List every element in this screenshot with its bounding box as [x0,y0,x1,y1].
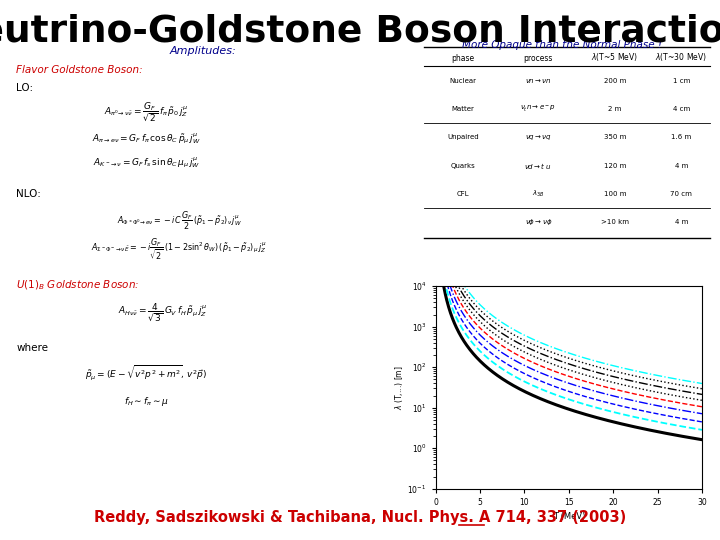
Text: where: where [17,343,48,353]
Text: $\nu n \to \nu n$: $\nu n \to \nu n$ [525,77,552,85]
Text: $U(1)_B$ Goldstone Boson:: $U(1)_B$ Goldstone Boson: [17,278,140,292]
Text: $A_{\Phi^\pm\Phi^0\!\to e\nu} = -iC\, \dfrac{G_F}{2}\, (\tilde{p}_1 - \tilde{p}_: $A_{\Phi^\pm\Phi^0\!\to e\nu} = -iC\, \d… [117,210,241,232]
Text: Matter: Matter [451,106,474,112]
Text: 70 cm: 70 cm [670,191,692,197]
X-axis label: T (MeV): T (MeV) [553,512,585,521]
Text: 120 m: 120 m [604,163,626,168]
Text: $\nu d \to t\; u$: $\nu d \to t\; u$ [524,160,552,171]
Text: NLO:: NLO: [17,190,41,199]
Text: Reddy, Sadszikowski & Tachibana, Nucl. Phys. A 714, 337 (2003): Reddy, Sadszikowski & Tachibana, Nucl. P… [94,510,626,525]
Text: CFL: CFL [456,191,469,197]
Text: LO:: LO: [17,83,33,93]
Text: $A_{\pi^0\!\to\nu\bar{\nu}} = \dfrac{G_F}{\sqrt{2}}\, f_\pi\, \tilde{p}_0\, j_Z^: $A_{\pi^0\!\to\nu\bar{\nu}} = \dfrac{G_F… [104,100,189,123]
Text: Unpaired: Unpaired [447,134,479,140]
Y-axis label: $\lambda$ (T,...) [m]: $\lambda$ (T,...) [m] [392,365,405,410]
Text: $\tilde{p}_\mu = (E - \sqrt{v^2 p^2 + m^2},\, v^2\vec{p})$: $\tilde{p}_\mu = (E - \sqrt{v^2 p^2 + m^… [85,364,207,382]
Text: 1 cm: 1 cm [672,78,690,84]
Text: 350 m: 350 m [604,134,626,140]
Text: $\nu_t n \to e^-p$: $\nu_t n \to e^-p$ [521,104,557,114]
Text: 2 m: 2 m [608,106,621,112]
Text: $f_H \sim f_\pi \sim \mu$: $f_H \sim f_\pi \sim \mu$ [124,395,169,408]
Text: More Opaque than the Normal Phase !: More Opaque than the Normal Phase ! [462,40,662,50]
Text: Flavor Goldstone Boson:: Flavor Goldstone Boson: [17,65,143,75]
Text: 200 m: 200 m [604,78,626,84]
Text: 4 m: 4 m [675,163,688,168]
Text: $A_{H\nu\bar{\nu}} = \dfrac{4}{\sqrt{3}}\, G_V\, f_H\, \tilde{p}_\mu\, j_Z^\mu$: $A_{H\nu\bar{\nu}} = \dfrac{4}{\sqrt{3}}… [118,302,207,323]
Text: $A_{\Sigma^-\Phi^-\!\to\nu\bar{E}} = -i\dfrac{G_F}{\sqrt{2}}\, (1-2\sin^2\theta_: $A_{\Sigma^-\Phi^-\!\to\nu\bar{E}} = -i\… [91,237,266,262]
Text: >10 km: >10 km [601,219,629,225]
Text: Nuclear: Nuclear [449,78,477,84]
Text: $\lambda$(T~5 MeV): $\lambda$(T~5 MeV) [592,51,639,63]
Text: 1.6 m: 1.6 m [671,134,691,140]
Text: 100 m: 100 m [604,191,626,197]
Text: $A_{K^-\!\to\nu} = G_F\, f_s\, \sin\theta_C\, \mu_\mu\, j_W^\mu$: $A_{K^-\!\to\nu} = G_F\, f_s\, \sin\thet… [93,156,200,170]
Text: Quarks: Quarks [451,163,475,168]
Text: Amplitudes:: Amplitudes: [170,46,237,56]
Text: $A_{\pi\to e\nu} = G_F\, f_\pi\, \cos\theta_C\, \tilde{p}_\mu\, j_W^\mu$: $A_{\pi\to e\nu} = G_F\, f_\pi\, \cos\th… [92,131,201,146]
Text: Neutrino-Goldstone Boson Interactions: Neutrino-Goldstone Boson Interactions [0,14,720,50]
Text: 4 cm: 4 cm [672,106,690,112]
Text: 4 m: 4 m [675,219,688,225]
Text: $\nu\phi \to \nu\phi$: $\nu\phi \to \nu\phi$ [525,217,552,227]
Text: $\lambda_{3B}$: $\lambda_{3B}$ [532,189,544,199]
Text: $\nu q \to \nu q$: $\nu q \to \nu q$ [525,133,552,141]
Text: process: process [523,54,553,63]
Text: $\lambda$(T~30 MeV): $\lambda$(T~30 MeV) [655,51,707,63]
Text: phase: phase [451,54,474,63]
